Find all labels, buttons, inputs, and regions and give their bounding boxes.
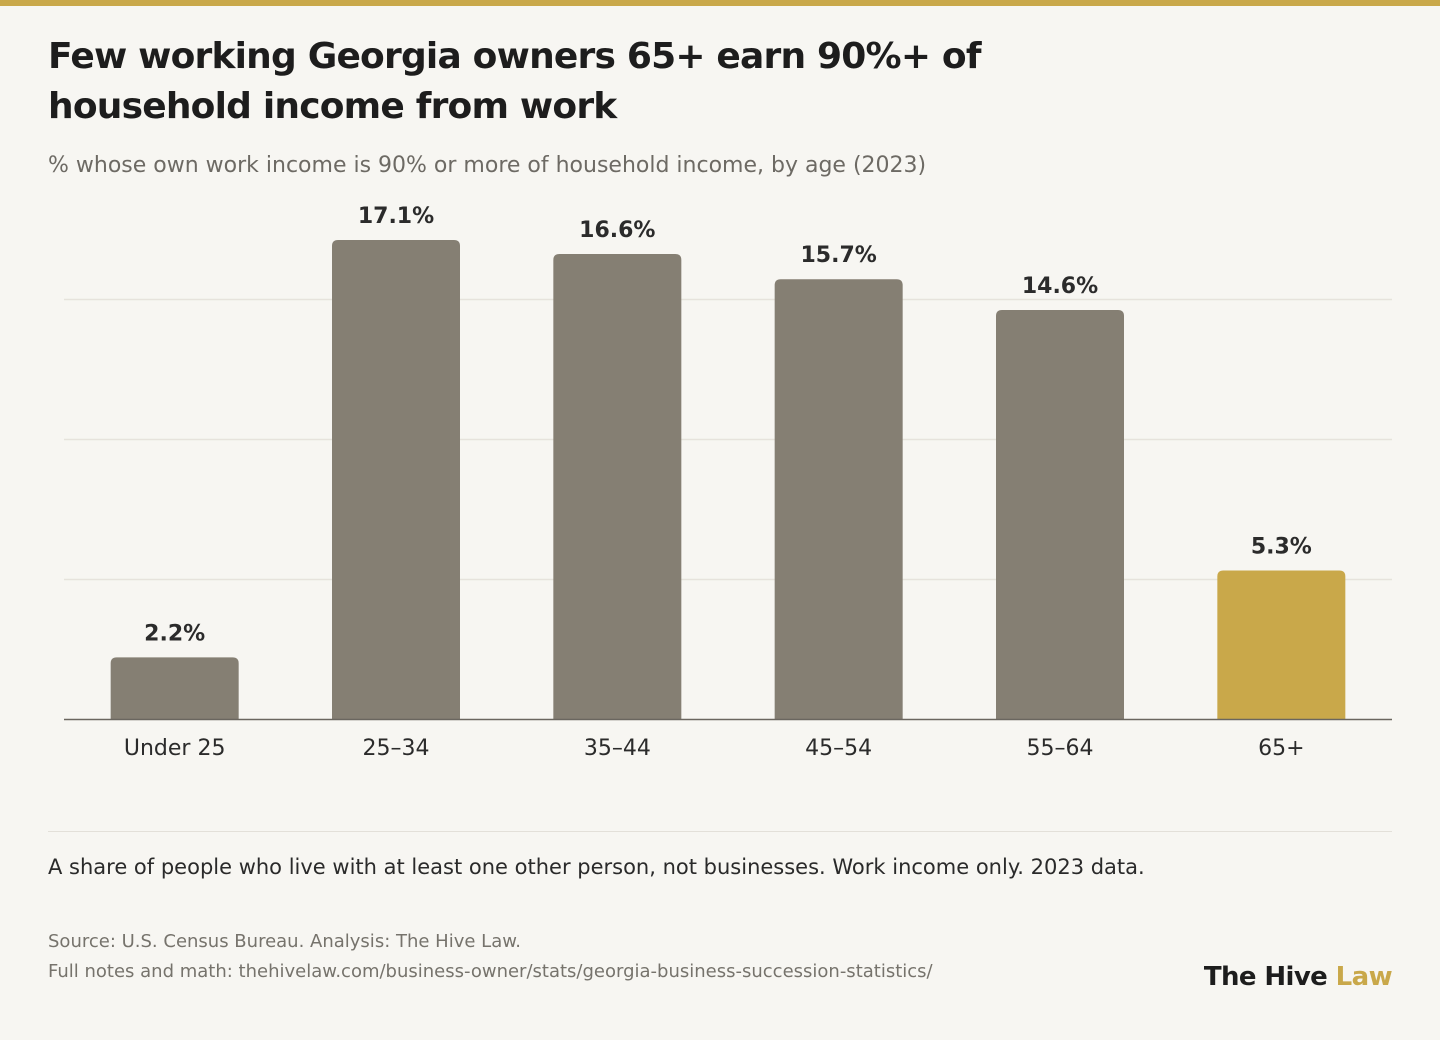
category-tick-label: 35–44 <box>584 736 651 761</box>
footnote: A share of people who live with at least… <box>48 855 1145 879</box>
value-label: 15.7% <box>801 243 877 268</box>
category-tick-label: 65+ <box>1258 736 1304 761</box>
category-tick-label: Under 25 <box>124 736 226 761</box>
bar-2 <box>332 240 460 719</box>
category-tick-label: 55–64 <box>1027 736 1094 761</box>
source-block: Source: U.S. Census Bureau. Analysis: Th… <box>48 927 933 987</box>
grid-lines <box>64 298 1392 581</box>
category-tick-label: 45–54 <box>805 736 872 761</box>
bar-5 <box>996 310 1124 719</box>
bar-1 <box>110 657 239 719</box>
chart-subtitle: % whose own work income is 90% or more o… <box>48 153 927 178</box>
source-text: Source: U.S. Census Bureau. Analysis: Th… <box>48 931 522 952</box>
value-label: 5.3% <box>1251 535 1312 560</box>
brand-name: The Hive <box>1203 962 1328 992</box>
notes-link[interactable]: Full notes and math: thehivelaw.com/busi… <box>48 961 933 982</box>
bar-chart: 2.2% 17.1% 16.6% 15.7% 14.6% 5.3% Under 25 25–… <box>64 204 1392 761</box>
bar-3 <box>553 254 682 719</box>
footer-divider <box>48 831 1392 832</box>
value-labels: 2.2% 17.1% 16.6% 15.7% 14.6% 5.3% <box>144 204 1312 646</box>
bar-4 <box>774 279 903 719</box>
chart-title: Few working Georgia owners 65+ earn 90%+… <box>48 36 982 127</box>
value-label: 2.2% <box>144 621 205 646</box>
value-label: 14.6% <box>1022 274 1098 299</box>
brand-logo: The Hive Law <box>1203 959 1393 995</box>
bars <box>110 240 1346 719</box>
value-label: 17.1% <box>358 204 434 229</box>
bar-6 <box>1217 570 1346 719</box>
brand-name-accent: Law <box>1335 962 1393 992</box>
category-tick-label: 25–34 <box>363 736 430 761</box>
top-accent-bar <box>0 0 1440 6</box>
value-label: 16.6% <box>579 218 655 243</box>
category-tick-labels: Under 25 25–34 35–44 45–54 55–64 65+ <box>124 736 1305 761</box>
